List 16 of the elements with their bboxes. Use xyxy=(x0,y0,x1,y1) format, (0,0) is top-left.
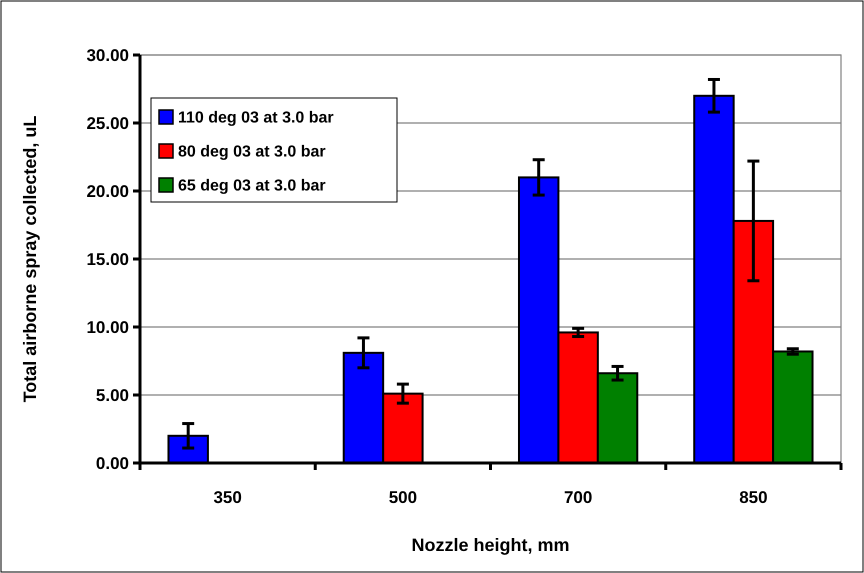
x-tick-label: 500 xyxy=(388,488,418,507)
y-tick-label: 5.00 xyxy=(96,386,129,405)
legend-label: 80 deg 03 at 3.0 bar xyxy=(178,144,326,161)
y-tick-label: 0.00 xyxy=(96,454,129,473)
y-axis-title: Total airborne spray collected, uL xyxy=(20,116,40,402)
y-tick-label: 30.00 xyxy=(86,46,129,65)
x-tick-label: 850 xyxy=(739,488,768,507)
legend-label: 110 deg 03 at 3.0 bar xyxy=(178,110,334,127)
y-tick-label: 25.00 xyxy=(86,114,129,133)
x-axis-title: Nozzle height, mm xyxy=(411,535,570,555)
y-tick-label: 10.00 xyxy=(86,318,129,337)
x-tick-label: 350 xyxy=(213,488,242,507)
y-tick-label: 20.00 xyxy=(86,182,129,201)
legend-label: 65 deg 03 at 3.0 bar xyxy=(178,178,326,195)
x-tick-label: 700 xyxy=(564,488,592,507)
y-tick-label: 15.00 xyxy=(86,250,129,269)
